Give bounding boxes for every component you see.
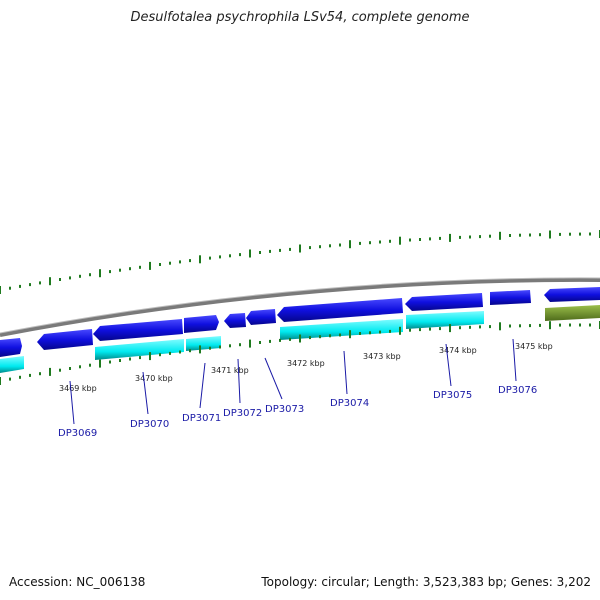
gene-label-dp3070[interactable]: DP3070 — [130, 419, 169, 430]
gene-reverse-segment[interactable] — [186, 336, 221, 351]
gene-label-dp3075[interactable]: DP3075 — [433, 390, 472, 401]
gene-rna-segment[interactable] — [545, 305, 600, 321]
gene-reverse-segment[interactable] — [280, 319, 403, 340]
gene-label-dp3073[interactable]: DP3073 — [265, 404, 304, 415]
gene-reverse-segment[interactable] — [95, 339, 184, 360]
gene-forward-segment[interactable] — [246, 309, 276, 325]
gene-label-dp3069[interactable]: DP3069 — [58, 428, 97, 439]
scale-label: 3472 kbp — [287, 359, 325, 368]
gene-reverse-segment[interactable] — [406, 311, 484, 329]
gene-forward-segment[interactable] — [37, 329, 93, 350]
gene-forward-segment[interactable] — [224, 313, 246, 328]
scale-label: 3470 kbp — [135, 374, 173, 383]
gene-forward-segment[interactable] — [277, 298, 403, 322]
gene-labels: DP3069 DP3070 DP3071 DP3072 DP3073 DP307… — [58, 385, 537, 439]
gene-forward-segment[interactable] — [93, 319, 183, 341]
reverse-strand-genes — [0, 305, 600, 373]
scale-label: 3475 kbp — [515, 342, 553, 351]
inner-scale-track — [0, 321, 600, 385]
gene-forward-segment[interactable] — [405, 293, 483, 311]
gene-forward-segment[interactable] — [490, 290, 531, 305]
gene-label-dp3072[interactable]: DP3072 — [223, 408, 262, 419]
genome-title: Desulfotalea psychrophila LSv54, complet… — [130, 10, 470, 25]
forward-strand-genes — [0, 287, 600, 357]
scale-label: 3474 kbp — [439, 346, 477, 355]
gene-reverse-segment[interactable] — [0, 356, 24, 373]
gene-forward-segment[interactable] — [184, 315, 219, 333]
gene-label-dp3071[interactable]: DP3071 — [182, 413, 221, 424]
gene-forward-segment[interactable] — [544, 287, 600, 302]
genome-backbone — [0, 277, 600, 337]
scale-labels: 3469 kbp 3470 kbp 3471 kbp 3472 kbp 3473… — [59, 342, 553, 393]
scale-label: 3473 kbp — [363, 352, 401, 361]
scale-label: 3471 kbp — [211, 366, 249, 375]
gene-label-dp3076[interactable]: DP3076 — [498, 385, 537, 396]
outer-tick-track — [0, 230, 600, 294]
accession-label: Accession: NC_006138 — [9, 575, 146, 589]
genome-summary: Topology: circular; Length: 3,523,383 bp… — [261, 575, 591, 589]
gene-forward-segment[interactable] — [0, 338, 22, 357]
gene-leader-lines — [69, 338, 517, 425]
scale-label: 3469 kbp — [59, 384, 97, 393]
gene-label-dp3074[interactable]: DP3074 — [330, 398, 369, 409]
